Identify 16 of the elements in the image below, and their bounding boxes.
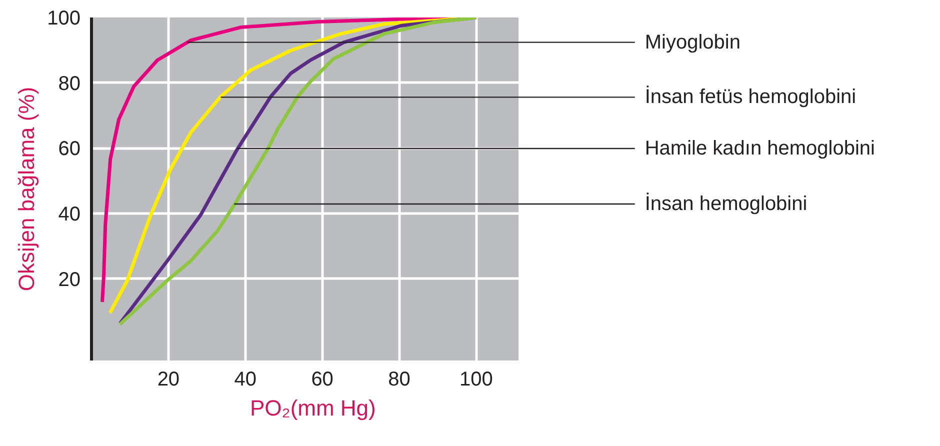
x-tick-label: 60	[311, 368, 334, 390]
annotation: İnsan fetüs hemoglobini	[644, 85, 856, 108]
x-axis-title: PO₂(mm Hg)	[250, 396, 376, 420]
annotation: Hamile kadın hemoglobini	[644, 137, 875, 160]
x-tick-label: 40	[234, 368, 256, 390]
x-tick-label: 100	[460, 368, 493, 390]
y-tick-label: 80	[58, 72, 81, 95]
y-axis-title: Oksijen bağlama (%)	[14, 86, 40, 292]
annotation: İnsan hemoglobini	[644, 192, 808, 216]
y-tick-label: 60	[58, 138, 81, 160]
x-tick-label: 80	[388, 368, 410, 390]
y-tick-label: 100	[47, 8, 81, 30]
x-tick-label: 20	[157, 368, 180, 390]
y-tick-label: 40	[58, 204, 81, 226]
annotation: Miyoglobin	[644, 31, 740, 54]
y-tick-label: 20	[58, 268, 81, 291]
